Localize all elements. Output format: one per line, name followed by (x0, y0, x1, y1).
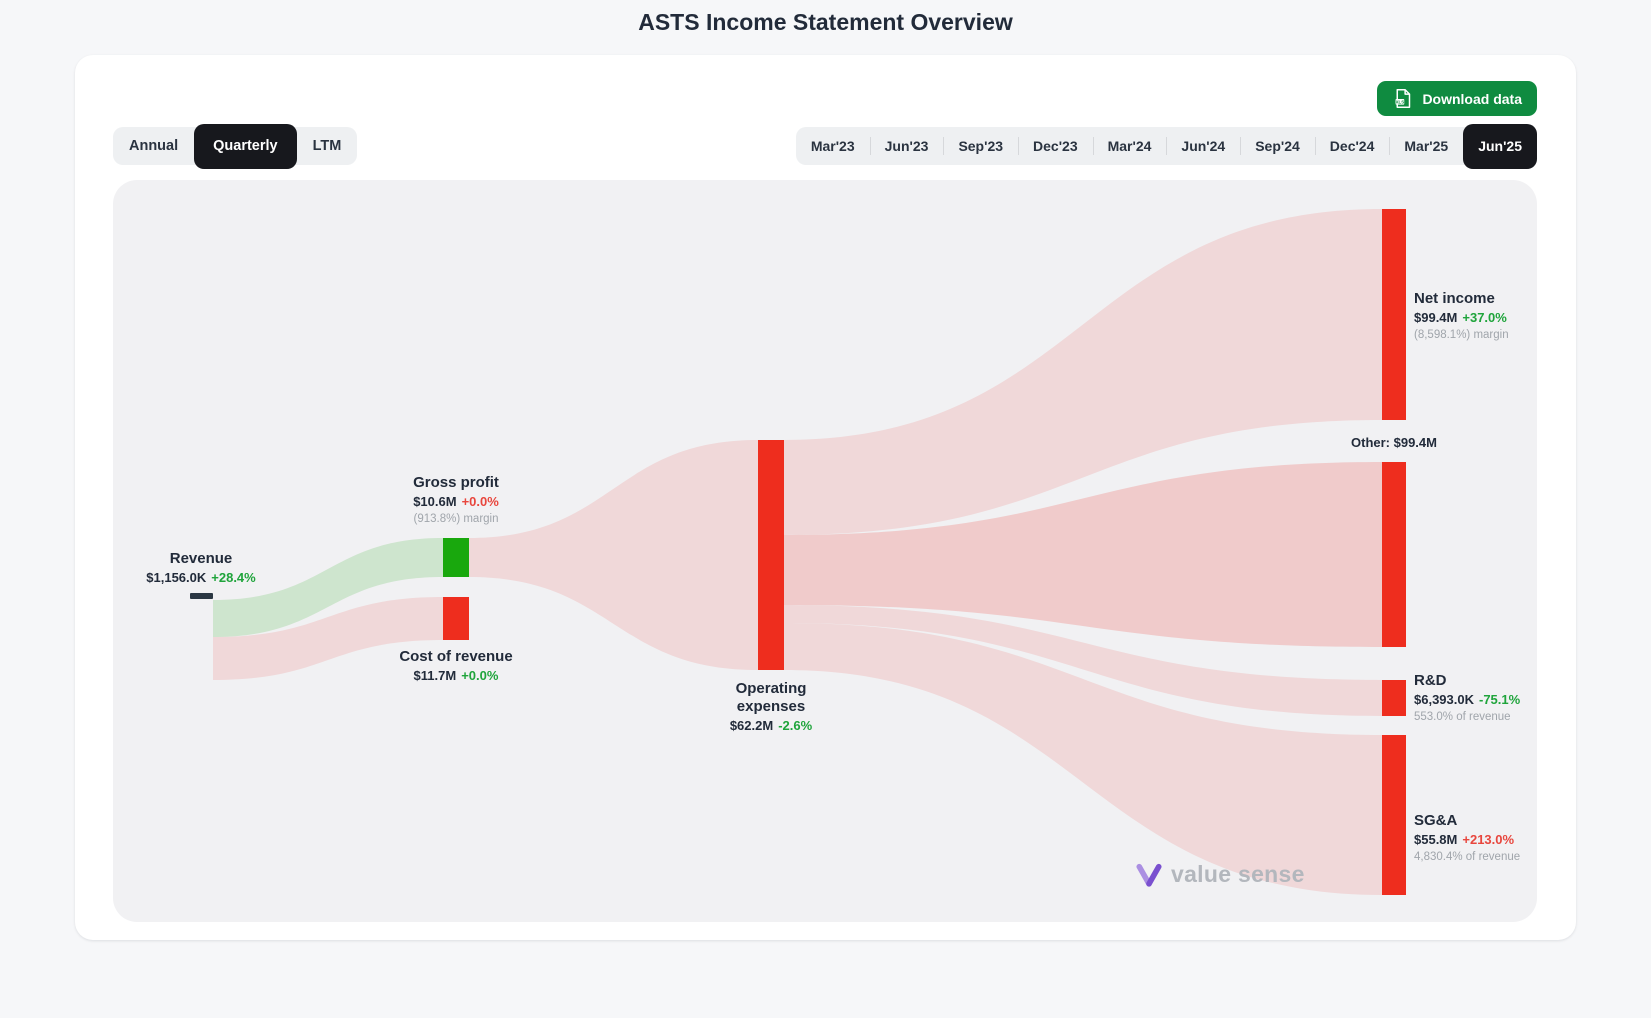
sga-title: SG&A (1414, 812, 1458, 829)
node-revenue[interactable] (190, 593, 213, 599)
tab-dec24[interactable]: Dec'24 (1314, 127, 1390, 165)
gross-profit-margin: (913.8%) margin (413, 512, 499, 525)
tab-ltm[interactable]: LTM (312, 138, 342, 154)
cost-of-revenue-title: Cost of revenue (399, 648, 513, 665)
net-income-delta: +37.0% (1462, 310, 1507, 325)
cost-of-revenue-delta: +0.0% (461, 668, 499, 683)
net-income-title: Net income (1414, 290, 1495, 307)
flow-revenue-to-cost-of-revenue (213, 597, 443, 680)
tab-mar23[interactable]: Mar'23 (810, 138, 855, 154)
flow-gross-profit-to-operating-expenses (469, 440, 758, 670)
cost-of-revenue-label: Cost of revenue $11.7M +0.0% (356, 648, 556, 684)
operating-expenses-delta: -2.6% (778, 718, 813, 733)
tab-jun25[interactable]: Jun'25 (1463, 123, 1537, 169)
download-button-label: Download data (1422, 90, 1522, 107)
rd-title: R&D (1414, 672, 1447, 689)
rd-label: R&D $6,393.0K -75.1% 553.0% of revenue (1414, 672, 1520, 724)
sankey-chart (190, 209, 1406, 895)
rd-pct-of-revenue: 553.0% of revenue (1414, 710, 1511, 723)
flow-operating-expenses-to-sga (784, 623, 1382, 895)
watermark: value sense (1136, 861, 1305, 888)
flow-operating-expenses-to-net-income (784, 209, 1382, 535)
node-operating-expenses[interactable] (758, 440, 784, 670)
node-cost-of-revenue[interactable] (443, 597, 469, 640)
node-rd[interactable] (1382, 680, 1406, 716)
node-other[interactable] (1382, 462, 1406, 647)
cost-of-revenue-value: $11.7M (413, 668, 457, 683)
revenue-title: Revenue (169, 550, 233, 567)
node-net-income[interactable] (1382, 209, 1406, 420)
gross-profit-value: $10.6M (413, 494, 457, 509)
operating-expenses-title-line1: Operating (735, 680, 807, 697)
tab-jun23[interactable]: Jun'23 (869, 127, 944, 165)
watermark-brand: value sense (1171, 861, 1305, 887)
tab-sep24[interactable]: Sep'24 (1240, 127, 1315, 165)
net-income-margin: (8,598.1%) margin (1414, 328, 1509, 341)
flow-revenue-to-gross-profit (213, 538, 443, 637)
revenue-delta: +28.4% (211, 570, 256, 585)
revenue-label: Revenue $1,156.0K +28.4% (121, 550, 281, 586)
gross-profit-label: Gross profit $10.6M +0.0% (913.8%) margin (356, 474, 556, 526)
period-tabs: Mar'23 Jun'23 Sep'23 Dec'23 Mar'24 Jun'2… (795, 123, 1537, 169)
sga-label: SG&A $55.8M +213.0% 4,830.4% of revenue (1414, 812, 1520, 864)
tab-jun24[interactable]: Jun'24 (1166, 127, 1240, 165)
flow-operating-expenses-to-other (784, 462, 1382, 647)
svg-text:XLS: XLS (1396, 99, 1405, 104)
tab-mar24[interactable]: Mar'24 (1092, 127, 1167, 165)
gross-profit-title: Gross profit (413, 474, 499, 491)
tab-quarterly[interactable]: Quarterly (194, 123, 297, 169)
net-income-label: Net income $99.4M +37.0% (8,598.1%) margi… (1414, 290, 1509, 342)
other-label: Other: $99.4M (1351, 435, 1437, 450)
revenue-value: $1,156.0K (146, 570, 207, 585)
tab-mar25[interactable]: Mar'25 (1389, 127, 1463, 165)
xls-file-icon: XLS (1392, 88, 1413, 109)
rd-value: $6,393.0K (1414, 692, 1474, 707)
net-income-value: $99.4M (1414, 310, 1458, 325)
sga-value: $55.8M (1414, 832, 1458, 847)
sga-delta: +213.0% (1462, 832, 1515, 847)
node-gross-profit[interactable] (443, 538, 469, 577)
sankey-panel: Revenue $1,156.0K +28.4% Gross profit $10… (113, 180, 1537, 922)
page-title: ASTS Income Statement Overview (638, 9, 1013, 35)
tab-sep23[interactable]: Sep'23 (943, 127, 1018, 165)
node-sga[interactable] (1382, 735, 1406, 895)
sga-pct-of-revenue: 4,830.4% of revenue (1414, 850, 1521, 863)
flow-operating-expenses-to-rd (784, 605, 1382, 716)
period-type-tabs: Annual Quarterly LTM (113, 123, 358, 169)
operating-expenses-value: $62.2M (729, 718, 774, 733)
value-sense-logo-icon (1136, 862, 1162, 888)
operating-expenses-title-line2: expenses (736, 698, 806, 715)
download-data-button[interactable]: XLS Download data (1377, 81, 1537, 116)
tab-annual[interactable]: Annual (129, 138, 179, 154)
operating-expenses-label: Operating expenses $62.2M -2.6% (671, 680, 871, 734)
tab-dec23[interactable]: Dec'23 (1018, 127, 1093, 165)
rd-delta: -75.1% (1479, 692, 1521, 707)
gross-profit-delta: +0.0% (461, 494, 499, 509)
chart-card: XLS Download data Annual Quarterly LTM M… (75, 55, 1576, 940)
